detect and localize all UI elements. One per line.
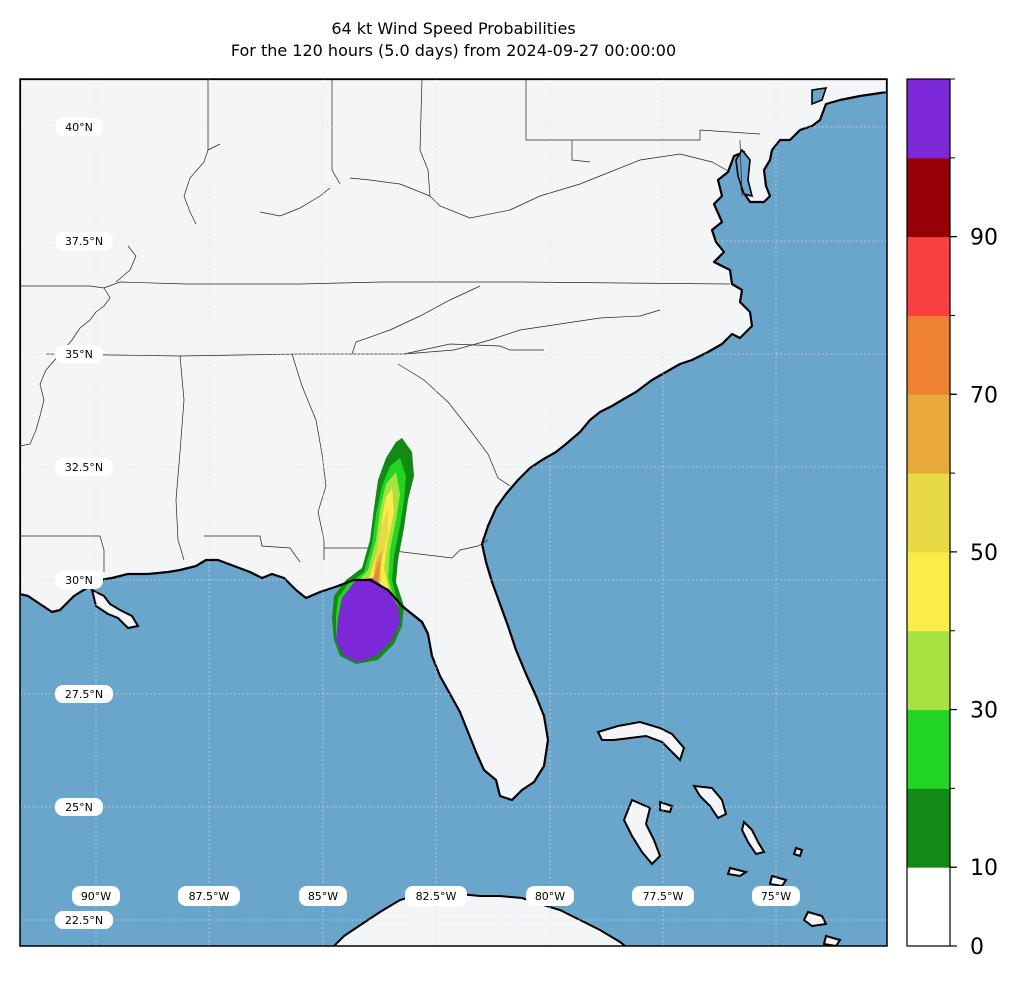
lon-label: 80°W bbox=[526, 886, 574, 906]
lat-label: 27.5°N bbox=[55, 685, 113, 703]
title-line-1: 64 kt Wind Speed Probabilities bbox=[331, 19, 576, 38]
colorbar-segments bbox=[907, 79, 950, 947]
water-bays bbox=[735, 87, 828, 198]
svg-text:30°N: 30°N bbox=[65, 574, 93, 587]
colorbar-segment bbox=[907, 79, 950, 159]
lat-label: 35°N bbox=[55, 345, 103, 363]
lat-label: 30°N bbox=[55, 571, 103, 589]
land-la-delta bbox=[90, 588, 140, 630]
svg-text:22.5°N: 22.5°N bbox=[65, 914, 103, 927]
colorbar-tick-label: 50 bbox=[970, 541, 998, 566]
lat-label: 22.5°N bbox=[55, 911, 113, 929]
lon-label: 90°W bbox=[72, 886, 120, 906]
coast-big-bend bbox=[337, 578, 429, 635]
colorbar-ticks: 0 10 30 50 70 90 bbox=[950, 78, 998, 960]
land-cuba bbox=[332, 890, 627, 946]
chart-title: 64 kt Wind Speed Probabilities For the 1… bbox=[20, 18, 887, 62]
colorbar-segment bbox=[907, 788, 950, 868]
map-frame bbox=[19, 78, 888, 947]
colorbar-segment bbox=[907, 315, 950, 395]
colorbar-segment bbox=[907, 394, 950, 474]
colorbar-segment bbox=[907, 709, 950, 789]
colorbar-segment bbox=[907, 236, 950, 316]
colorbar-tick-label: 70 bbox=[970, 383, 998, 408]
colorbar-tick-label: 30 bbox=[970, 699, 998, 724]
lon-label: 87.5°W bbox=[178, 886, 240, 906]
lon-label: 85°W bbox=[299, 886, 347, 906]
svg-text:82.5°W: 82.5°W bbox=[416, 890, 457, 903]
svg-text:80°W: 80°W bbox=[535, 890, 565, 903]
lat-label: 25°N bbox=[55, 798, 103, 816]
gridlines bbox=[20, 79, 887, 946]
lat-label: 37.5°N bbox=[55, 232, 113, 250]
lat-label: 32.5°N bbox=[55, 458, 113, 476]
colorbar-tick-label: 10 bbox=[970, 856, 998, 881]
svg-text:87.5°W: 87.5°W bbox=[189, 890, 230, 903]
colorbar-segment bbox=[907, 630, 950, 711]
colorbar-frame bbox=[906, 78, 951, 947]
svg-text:32.5°N: 32.5°N bbox=[65, 461, 103, 474]
colorbar-tick-label: 0 bbox=[970, 935, 984, 960]
title-line-2: For the 120 hours (5.0 days) from 2024-0… bbox=[230, 41, 677, 60]
lon-labels: 90°W 87.5°W 85°W 82.5°W 80°W 77.5°W 75°W bbox=[72, 886, 800, 906]
svg-text:40°N: 40°N bbox=[65, 121, 93, 134]
colorbar-segment bbox=[907, 473, 950, 553]
colorbar-segment bbox=[907, 551, 950, 632]
svg-text:75°W: 75°W bbox=[761, 890, 791, 903]
svg-text:27.5°N: 27.5°N bbox=[65, 688, 103, 701]
lon-label: 75°W bbox=[752, 886, 800, 906]
svg-text:77.5°W: 77.5°W bbox=[643, 890, 684, 903]
svg-text:90°W: 90°W bbox=[81, 890, 111, 903]
colorbar-segment bbox=[907, 157, 950, 238]
swath-band-90-100 bbox=[336, 578, 400, 662]
svg-text:37.5°N: 37.5°N bbox=[65, 235, 103, 248]
probability-swath bbox=[332, 438, 414, 664]
lat-labels: 40°N 37.5°N 35°N 32.5°N 30°N 27.5°N 25°N… bbox=[55, 118, 113, 929]
colorbar-tick-label: 90 bbox=[970, 226, 998, 251]
svg-text:35°N: 35°N bbox=[65, 348, 93, 361]
land-bahamas bbox=[596, 720, 842, 946]
lon-label: 77.5°W bbox=[632, 886, 694, 906]
svg-text:85°W: 85°W bbox=[308, 890, 338, 903]
svg-text:25°N: 25°N bbox=[65, 801, 93, 814]
state-borders bbox=[20, 79, 761, 572]
lon-label: 82.5°W bbox=[405, 886, 467, 906]
colorbar-segment bbox=[907, 867, 950, 947]
lat-label: 40°N bbox=[55, 118, 103, 136]
